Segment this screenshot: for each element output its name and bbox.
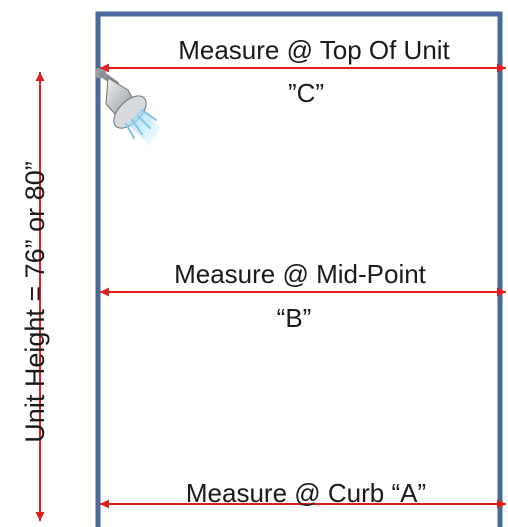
measure-top-letter: ”C” bbox=[288, 78, 324, 108]
shower-head-icon bbox=[96, 68, 160, 146]
measure-mid-letter: “B” bbox=[277, 303, 312, 333]
unit-height-label: Unit Height = 76” or 80” bbox=[20, 161, 50, 442]
measure-mid-label: Measure @ Mid-Point bbox=[174, 259, 427, 289]
measure-top-label: Measure @ Top Of Unit bbox=[178, 35, 450, 65]
measure-curb-label: Measure @ Curb “A” bbox=[186, 478, 426, 508]
enclosure-frame bbox=[95, 11, 503, 527]
